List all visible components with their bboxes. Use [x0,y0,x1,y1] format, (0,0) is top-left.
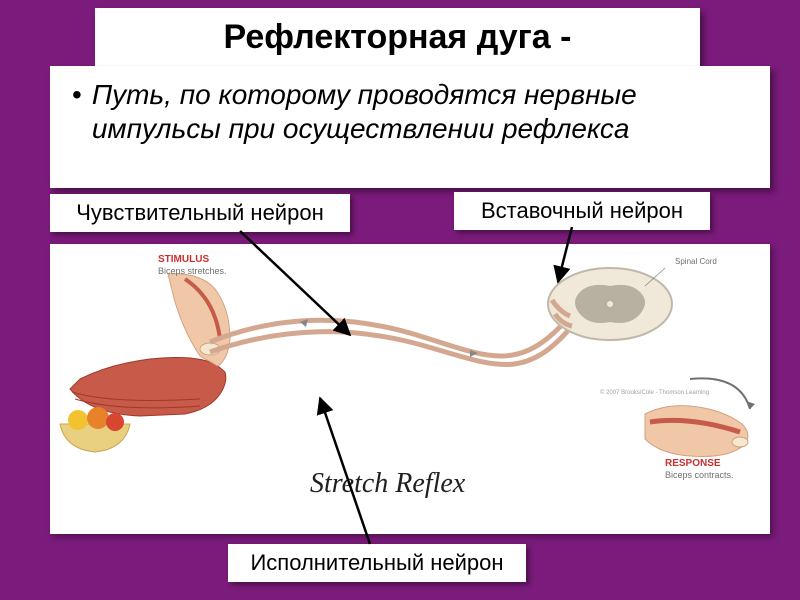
label-sensory-neuron: Чувствительный нейрон [50,194,350,232]
title-box: Рефлекторная дуга - [95,8,700,66]
response-sub: Biceps contracts. [665,470,734,480]
label-interneuron: Вставочный нейрон [454,192,710,230]
motor-nerve [210,326,572,365]
description-text: Путь, по которому проводятся нервные имп… [92,78,748,145]
stimulus-label: STIMULUS [158,254,209,265]
reflex-title: Stretch Reflex [310,468,466,499]
response-label: RESPONSE [665,458,721,469]
copyright-mark: © 2007 Brooks/Cole - Thomson Learning [600,389,709,396]
stimulus-sub: Biceps stretches. [158,266,227,276]
title-text: Рефлекторная дуга - [224,18,572,57]
diagram-svg: STIMULUS Biceps stretches. Spinal Cord [50,244,770,534]
stimulus-arm [70,274,230,416]
bullet-dot: • [72,78,82,112]
description-box: • Путь, по которому проводятся нервные и… [50,66,770,188]
label-executive-neuron: Исполнительный нейрон [228,544,526,582]
reflex-arc-diagram: STIMULUS Biceps stretches. Spinal Cord [50,244,770,534]
spinal-cord-label: Spinal Cord [675,257,717,266]
